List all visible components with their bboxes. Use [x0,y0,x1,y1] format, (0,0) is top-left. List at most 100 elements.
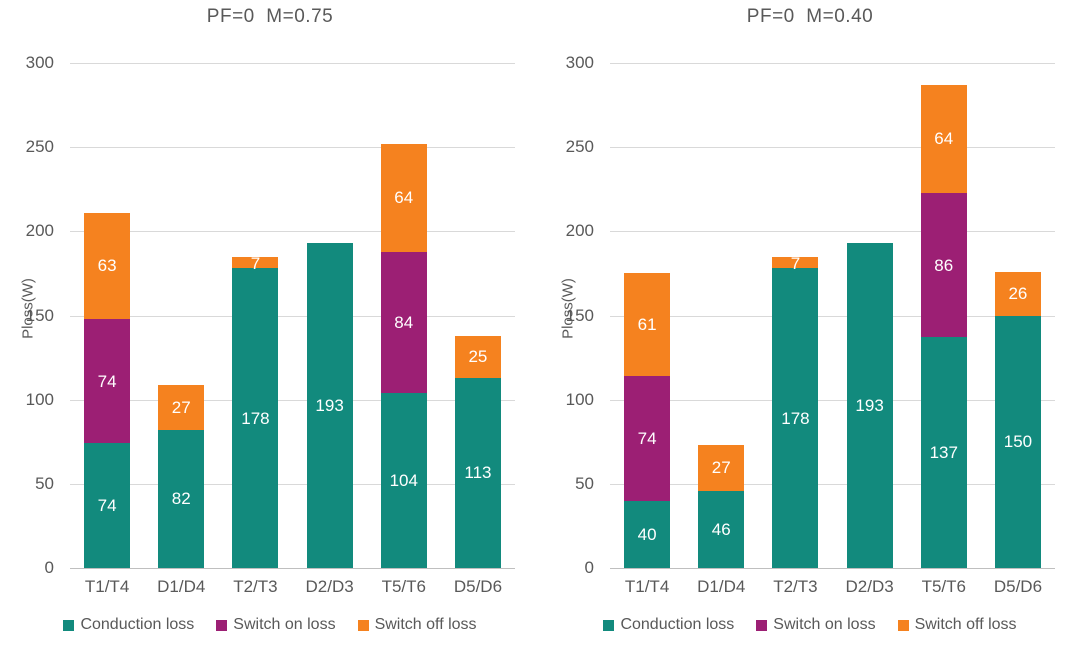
y-tick-label: 100 [565,389,594,409]
bar-value-label: 27 [171,397,191,417]
bar-value-label: 84 [394,312,414,332]
bar-value-label: 27 [711,458,731,478]
plot-area: 61 74 40 27 46 7 178 193 64 86 137 26 150 [610,63,1055,569]
y-tick-label: 0 [44,558,54,577]
bar-segment-switch-on-loss[interactable]: 74 [624,376,671,501]
y-tick-label: 50 [575,473,594,493]
chart-title: PF=0 M=0.75 [206,6,334,27]
legend-item[interactable]: Conduction loss [603,616,734,634]
y-tick-label: 100 [25,389,54,409]
x-tick-label: T2/T3 [773,577,818,596]
bar-value-label: 193 [315,396,344,416]
bar-segment-switch-on-loss[interactable]: 84 [380,251,427,393]
bar-slot: 7 178 [218,63,292,568]
legend-label: Conduction loss [620,616,735,633]
bar-value-label: 74 [637,428,657,448]
gridline [610,231,1055,233]
x-tick-label: D2/D3 [845,577,894,596]
bar-value-label: 178 [781,408,810,428]
stacked-bar[interactable]: 7 178 [772,256,819,568]
legend-item[interactable]: Switch on loss [756,616,876,634]
bar-value-label: 7 [790,254,801,274]
bar-segment-switch-on-loss[interactable]: 74 [84,318,131,444]
bar-segment-conduction-loss[interactable]: 193 [306,243,353,568]
bar-slot: 193 [833,63,907,568]
legend-item[interactable]: Conduction loss [63,616,194,634]
y-tick-label: 250 [25,137,54,157]
x-tick-label: T1/T4 [624,577,670,596]
legend-item[interactable]: Switch off loss [357,616,477,634]
bar-segment-switch-off-loss[interactable]: 61 [624,273,671,377]
bar-value-label: 74 [97,496,117,516]
stacked-bar[interactable]: 64 86 137 [920,84,967,568]
stacked-bar[interactable]: 193 [306,243,353,568]
bar-segment-conduction-loss[interactable]: 178 [772,268,819,568]
bar-segment-switch-off-loss[interactable]: 64 [380,143,427,252]
plot-area: 63 74 74 27 82 7 178 193 64 84 104 25 113 [70,63,515,569]
bar-segment-switch-off-loss[interactable]: 27 [158,384,205,430]
bar-segment-conduction-loss[interactable]: 137 [920,337,967,568]
stacked-bar[interactable]: 25 113 [454,335,501,568]
gridline [70,399,515,401]
gridline [70,315,515,317]
legend-item[interactable]: Switch on loss [216,616,336,634]
legend-item[interactable]: Switch off loss [897,616,1017,634]
y-tick-label: 200 [565,221,594,241]
bar-value-label: 137 [929,443,958,463]
y-tick-label: 150 [25,305,54,325]
legend-swatch-icon [357,619,369,631]
bar-value-label: 25 [468,347,488,367]
gridline [610,63,1055,64]
bar-segment-conduction-loss[interactable]: 74 [84,443,131,568]
x-tick-label: T5/T6 [381,577,426,596]
x-axis-tick-labels: T1/T4 D1/D4 T2/T3 D2/D3 T5/T6 D5/D6 [70,572,515,602]
bar-segment-switch-on-loss[interactable]: 86 [920,192,967,338]
bar-segment-conduction-loss[interactable]: 193 [846,243,893,568]
bar-slot: 64 84 104 [367,63,441,568]
y-tick-label: 250 [565,137,594,157]
bar-group: 63 74 74 27 82 7 178 193 64 84 104 25 113 [70,63,515,568]
bar-segment-conduction-loss[interactable]: 46 [698,490,745,568]
bar-segment-switch-off-loss[interactable]: 27 [698,445,745,491]
bar-value-label: 178 [241,408,270,428]
bar-value-label: 46 [711,519,731,539]
bar-segment-conduction-loss[interactable]: 113 [454,377,501,568]
bar-segment-switch-off-loss[interactable]: 26 [994,271,1041,316]
bar-slot: 7 178 [758,63,832,568]
stacked-bar[interactable]: 63 74 74 [84,212,131,568]
bar-slot: 25 113 [441,63,515,568]
bar-group: 61 74 40 27 46 7 178 193 64 86 137 26 150 [610,63,1055,568]
legend-label: Conduction loss [80,616,195,633]
x-tick-label: T2/T3 [233,577,278,596]
y-axis-tick-labels: 0 50 100 150 200 250 300 [540,53,602,577]
stacked-bar[interactable]: 7 178 [232,256,279,568]
bar-segment-switch-off-loss[interactable]: 7 [232,256,279,273]
bar-value-label: 104 [389,470,418,490]
chart-title: PF=0 M=0.40 [746,6,874,27]
stacked-bar[interactable]: 193 [846,243,893,568]
bar-segment-conduction-loss[interactable]: 178 [232,268,279,568]
bar-segment-conduction-loss[interactable]: 104 [380,392,427,568]
x-axis-line [70,568,515,569]
y-tick-label: 300 [25,53,54,72]
bar-segment-conduction-loss[interactable]: 150 [994,315,1041,568]
x-tick-label: T5/T6 [921,577,966,596]
y-axis-tick-labels: 0 50 100 150 200 250 300 [0,53,62,577]
stacked-bar[interactable]: 64 84 104 [380,143,427,568]
legend-label: Switch off loss [914,616,1017,633]
y-tick-label: 0 [584,558,594,577]
y-tick-label: 300 [565,53,594,72]
bar-segment-switch-off-loss[interactable]: 7 [772,256,819,273]
stacked-bar[interactable]: 61 74 40 [624,273,671,568]
stacked-bar[interactable]: 26 150 [994,271,1041,568]
stacked-bar[interactable]: 27 82 [158,384,205,568]
bar-segment-conduction-loss[interactable]: 40 [624,500,671,568]
bar-slot: 61 74 40 [610,63,684,568]
bar-value-label: 193 [855,396,884,416]
bar-segment-switch-off-loss[interactable]: 63 [84,212,131,319]
bar-segment-switch-off-loss[interactable]: 25 [454,335,501,378]
stacked-bar[interactable]: 27 46 [698,445,745,568]
bar-segment-conduction-loss[interactable]: 82 [158,429,205,568]
bar-segment-switch-off-loss[interactable]: 64 [920,84,967,193]
bar-slot: 64 86 137 [907,63,981,568]
